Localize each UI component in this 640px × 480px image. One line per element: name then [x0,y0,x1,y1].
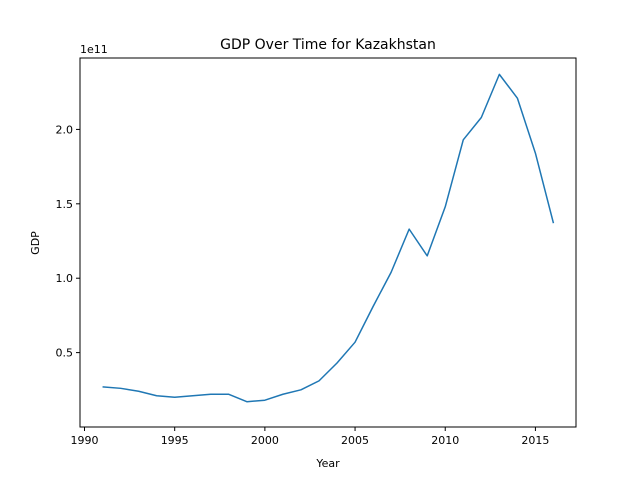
y-tick-label: 1.0 [56,272,74,285]
x-tick-label: 2005 [341,434,369,447]
y-offset-label: 1e11 [80,43,108,56]
y-axis-label: GDP [29,231,42,255]
plot-frame [79,57,577,428]
y-tick-label: 0.5 [56,347,74,360]
x-tick-label: 2010 [431,434,459,447]
x-tick-label: 2015 [521,434,549,447]
x-axis-ticks: 1990 1995 2000 2005 2010 2015 [71,427,549,447]
x-tick-label: 1995 [161,434,189,447]
x-tick-label: 2000 [251,434,279,447]
gdp-series-line [102,73,555,403]
y-axis-ticks: 0.5 1.0 1.5 2.0 [56,123,80,360]
series-layer [102,73,555,403]
y-tick-label: 2.0 [56,123,74,136]
x-tick-label: 1990 [71,434,99,447]
x-axis-label: Year [315,457,340,470]
chart-title: GDP Over Time for Kazakhstan [220,37,436,53]
y-tick-label: 1.5 [56,198,74,211]
